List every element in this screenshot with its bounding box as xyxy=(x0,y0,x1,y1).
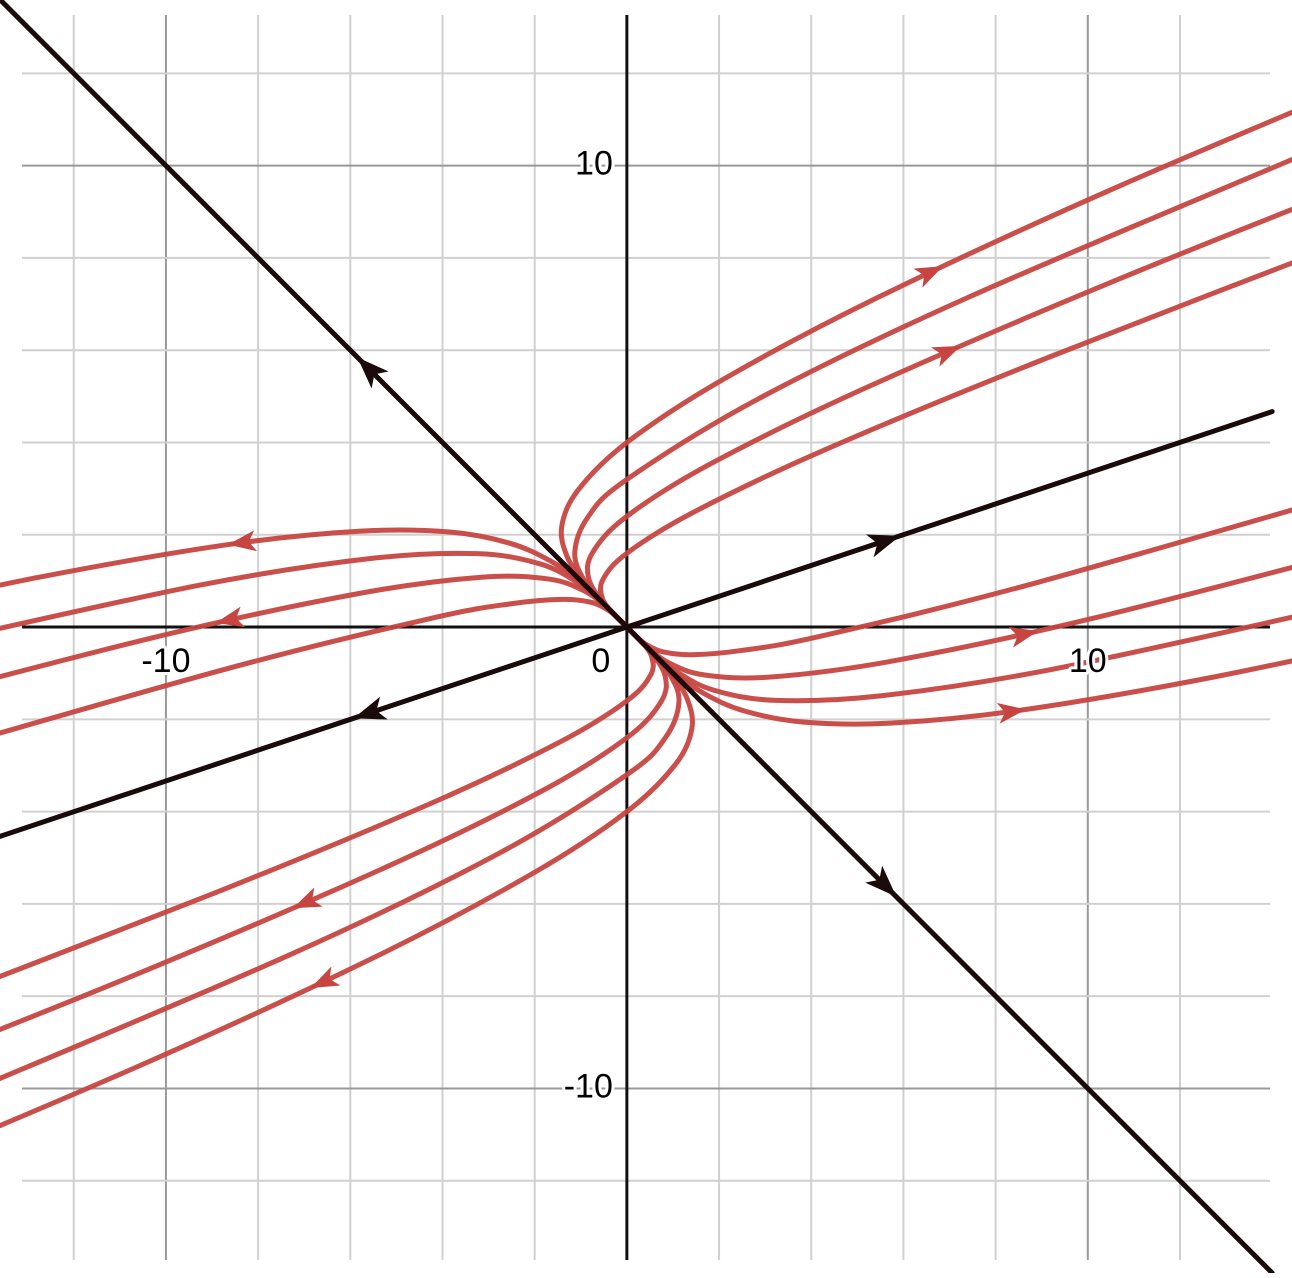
trajectory xyxy=(584,206,1292,630)
trajectory xyxy=(572,156,1292,630)
trajectory xyxy=(624,614,1292,704)
eigen-line xyxy=(0,624,630,839)
flow-arrow xyxy=(215,606,246,628)
x-tick-label: -10 xyxy=(141,642,190,680)
trajectory xyxy=(0,573,630,680)
flow-arrow xyxy=(913,266,944,288)
flow-arrow xyxy=(996,702,1026,724)
y-tick-label: -10 xyxy=(564,1067,613,1105)
x-tick-label: 0 xyxy=(591,642,610,680)
eigen-line xyxy=(0,0,630,630)
trajectory xyxy=(0,624,682,1082)
flow-arrow xyxy=(353,696,388,720)
tick-labels: -10 0 10 -10 10 xyxy=(138,142,1109,1109)
flow-arrow xyxy=(1008,627,1039,648)
flow-arrow xyxy=(310,966,341,988)
flow-arrow xyxy=(357,357,389,389)
trajectory xyxy=(0,624,669,1033)
x-tick-label: 10 xyxy=(1069,642,1107,680)
flow-arrow xyxy=(866,534,901,558)
flow-arrow xyxy=(292,887,323,909)
flow-arrow xyxy=(931,345,961,367)
flow-arrow xyxy=(227,530,258,552)
eigen-line xyxy=(624,409,1275,630)
trajectory xyxy=(598,260,1292,630)
flow-arrow xyxy=(865,865,897,897)
y-tick-label: 10 xyxy=(575,145,613,183)
eigen-line xyxy=(624,624,1275,1273)
trajectory xyxy=(0,624,695,1129)
